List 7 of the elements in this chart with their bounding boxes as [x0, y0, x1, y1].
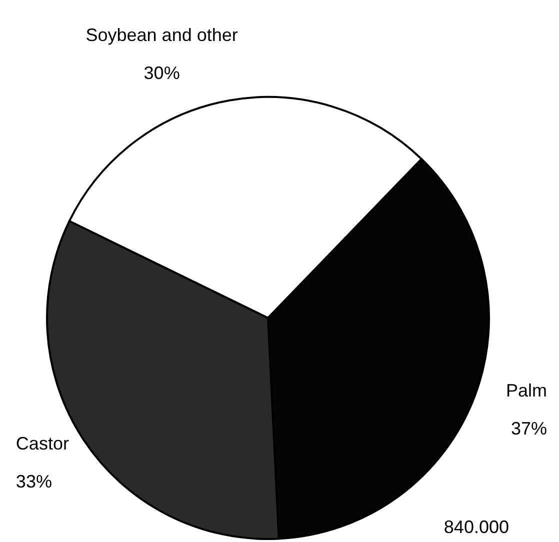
text: 840.000 — [444, 516, 509, 537]
data-label: 30% — [144, 63, 180, 84]
slice-label: Soybean and other — [86, 25, 238, 46]
slice-label: Castor — [16, 433, 69, 454]
data-label: 33% — [16, 471, 52, 492]
slice-label: Palm — [506, 380, 547, 401]
data-label: 37% — [510, 418, 547, 439]
